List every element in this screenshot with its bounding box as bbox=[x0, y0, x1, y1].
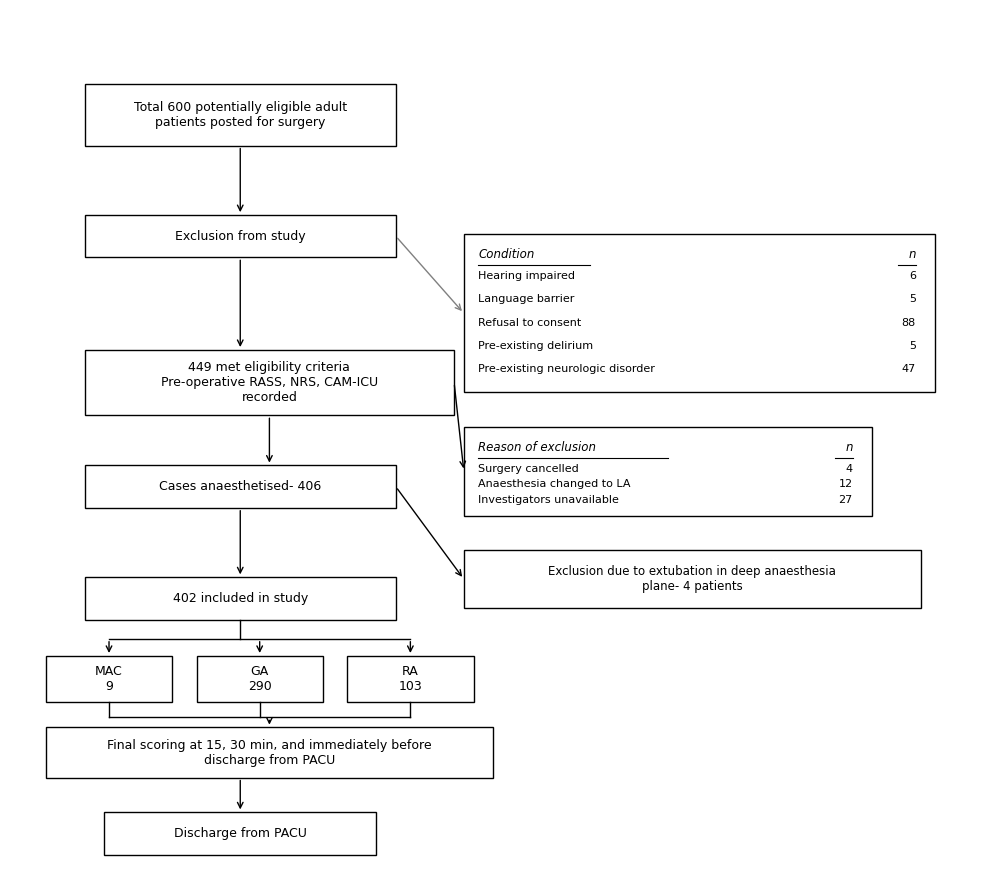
FancyBboxPatch shape bbox=[85, 350, 455, 416]
Text: n: n bbox=[908, 248, 916, 261]
FancyBboxPatch shape bbox=[347, 656, 473, 702]
Text: 4: 4 bbox=[846, 464, 853, 474]
Text: 402 included in study: 402 included in study bbox=[173, 592, 308, 605]
FancyBboxPatch shape bbox=[85, 84, 395, 146]
FancyBboxPatch shape bbox=[85, 466, 395, 508]
Text: Refusal to consent: Refusal to consent bbox=[478, 317, 582, 327]
Text: 47: 47 bbox=[901, 364, 916, 374]
FancyBboxPatch shape bbox=[85, 215, 395, 258]
Text: Exclusion from study: Exclusion from study bbox=[175, 230, 306, 243]
Text: Language barrier: Language barrier bbox=[478, 295, 575, 304]
Text: Final scoring at 15, 30 min, and immediately before
discharge from PACU: Final scoring at 15, 30 min, and immedia… bbox=[107, 738, 432, 766]
Text: Exclusion due to extubation in deep anaesthesia
plane- 4 patients: Exclusion due to extubation in deep anae… bbox=[548, 565, 836, 593]
Text: GA
290: GA 290 bbox=[247, 665, 271, 693]
Text: Cases anaesthetised- 406: Cases anaesthetised- 406 bbox=[159, 481, 321, 493]
Text: Investigators unavailable: Investigators unavailable bbox=[478, 495, 619, 505]
Text: n: n bbox=[845, 441, 853, 453]
Text: Pre-existing delirium: Pre-existing delirium bbox=[478, 340, 594, 351]
Text: 27: 27 bbox=[838, 495, 853, 505]
Text: 6: 6 bbox=[909, 271, 916, 282]
Text: 12: 12 bbox=[838, 480, 853, 489]
Text: Total 600 potentially eligible adult
patients posted for surgery: Total 600 potentially eligible adult pat… bbox=[134, 101, 347, 129]
Text: Condition: Condition bbox=[478, 248, 534, 261]
Text: 88: 88 bbox=[901, 317, 916, 327]
Text: RA
103: RA 103 bbox=[398, 665, 422, 693]
Text: 449 met eligibility criteria
Pre-operative RASS, NRS, CAM-ICU
recorded: 449 met eligibility criteria Pre-operati… bbox=[161, 361, 378, 404]
Text: Surgery cancelled: Surgery cancelled bbox=[478, 464, 579, 474]
Text: 5: 5 bbox=[909, 340, 916, 351]
Text: MAC
9: MAC 9 bbox=[95, 665, 123, 693]
FancyBboxPatch shape bbox=[105, 812, 377, 855]
Text: Discharge from PACU: Discharge from PACU bbox=[174, 827, 307, 840]
FancyBboxPatch shape bbox=[463, 427, 873, 516]
FancyBboxPatch shape bbox=[85, 577, 395, 619]
Text: 5: 5 bbox=[909, 295, 916, 304]
FancyBboxPatch shape bbox=[45, 728, 493, 778]
Text: Reason of exclusion: Reason of exclusion bbox=[478, 441, 597, 453]
FancyBboxPatch shape bbox=[463, 234, 936, 392]
FancyBboxPatch shape bbox=[463, 550, 921, 608]
Text: Hearing impaired: Hearing impaired bbox=[478, 271, 576, 282]
Text: Anaesthesia changed to LA: Anaesthesia changed to LA bbox=[478, 480, 631, 489]
FancyBboxPatch shape bbox=[45, 656, 173, 702]
FancyBboxPatch shape bbox=[196, 656, 322, 702]
Text: Pre-existing neurologic disorder: Pre-existing neurologic disorder bbox=[478, 364, 656, 374]
